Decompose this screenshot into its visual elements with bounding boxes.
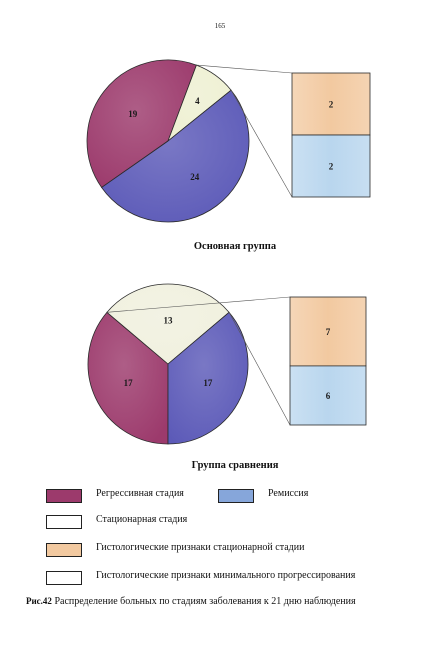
pie-slice <box>87 311 169 445</box>
chart-title-main-group: Основная группа <box>193 241 277 252</box>
legend-swatch-remission <box>218 489 254 503</box>
legend-swatch-histo-minimal <box>46 571 82 585</box>
pie-slice-label: 19 <box>128 109 138 119</box>
breakout-segment-label: 6 <box>326 391 331 401</box>
legend-label-histo-stationary: Гистологические признаки стационарной ст… <box>96 542 305 553</box>
figure-caption-text: Распределение больных по стадиям заболев… <box>54 596 356 607</box>
legend-label-regression: Регрессивная стадия <box>96 488 184 499</box>
pie-slice <box>101 89 250 223</box>
breakout-segment <box>289 365 367 426</box>
breakout-segment <box>291 72 371 136</box>
figure-caption-prefix: Рис.42 <box>26 596 52 606</box>
figure-caption: Рис.42 Распределение больных по стадиям … <box>26 596 436 607</box>
breakout-connector-bottom <box>230 90 293 198</box>
pie-slice-label: 17 <box>203 378 213 388</box>
pie-slice <box>167 311 249 445</box>
pie-slices: 17 13 17 <box>87 283 249 445</box>
breakout-connector-bottom <box>228 312 291 426</box>
breakout-connector-top <box>106 296 291 313</box>
legend-item-histo-stationary: Гистологические признаки стационарной ст… <box>46 542 376 558</box>
breakout-segment-label: 7 <box>326 327 331 337</box>
legend-item-remission: Ремиссия <box>218 488 338 504</box>
legend-item-stationary: Стационарная стадия <box>46 514 246 530</box>
pie-slice-label: 24 <box>190 172 200 182</box>
legend-label-stationary: Стационарная стадия <box>96 514 188 525</box>
legend-item-regression: Регрессивная стадия <box>46 488 221 504</box>
pie-slice-label: 4 <box>195 96 200 106</box>
legend-swatch-stationary <box>46 515 82 529</box>
breakout-connector-top <box>196 64 293 74</box>
breakout-segment-label: 2 <box>329 162 334 172</box>
legend-swatch-regression <box>46 489 82 503</box>
legend-item-histo-minimal: Гистологические признаки минимального пр… <box>46 570 416 586</box>
chart-title-comparison-group: Группа сравнения <box>191 460 279 471</box>
pie-slice-label: 17 <box>124 378 134 388</box>
page-number: 165 <box>214 22 226 30</box>
pie-slice-label: 13 <box>164 316 174 326</box>
breakout-segment-label: 2 <box>329 100 334 110</box>
breakout-bar: 76 <box>289 296 367 426</box>
breakout-segment <box>291 134 371 198</box>
legend-swatch-histo-stationary <box>46 543 82 557</box>
legend: Регрессивная стадия Ремиссия Стационарна… <box>0 482 440 592</box>
breakout-bar: 22 <box>291 72 371 198</box>
pie-slices: 19 4 24 <box>86 59 250 223</box>
legend-label-remission: Ремиссия <box>268 488 309 499</box>
pie-slice <box>86 59 197 189</box>
legend-label-histo-minimal: Гистологические признаки минимального пр… <box>96 570 356 581</box>
